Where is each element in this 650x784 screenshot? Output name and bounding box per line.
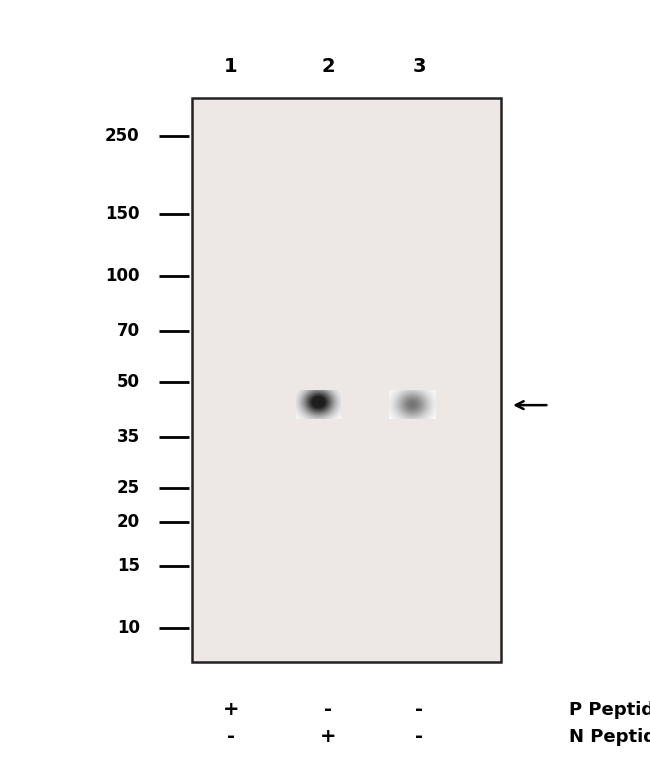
Text: +: + <box>320 728 337 746</box>
Text: 150: 150 <box>105 205 140 223</box>
Text: 15: 15 <box>117 557 140 575</box>
Text: -: - <box>415 700 423 719</box>
Text: 100: 100 <box>105 267 140 285</box>
Text: 1: 1 <box>224 57 237 76</box>
Text: 20: 20 <box>116 514 140 532</box>
Text: P Peptide: P Peptide <box>569 701 650 718</box>
Text: 50: 50 <box>117 373 140 391</box>
Text: 35: 35 <box>116 427 140 445</box>
Text: -: - <box>324 700 332 719</box>
Text: -: - <box>227 728 235 746</box>
Bar <box>192 98 500 662</box>
Text: 25: 25 <box>116 479 140 497</box>
Text: 10: 10 <box>117 619 140 637</box>
Text: +: + <box>222 700 239 719</box>
Text: N Peptide: N Peptide <box>569 728 650 746</box>
Text: 2: 2 <box>322 57 335 76</box>
Text: 70: 70 <box>116 321 140 339</box>
Text: -: - <box>415 728 423 746</box>
Text: 3: 3 <box>413 57 426 76</box>
Text: 250: 250 <box>105 127 140 145</box>
